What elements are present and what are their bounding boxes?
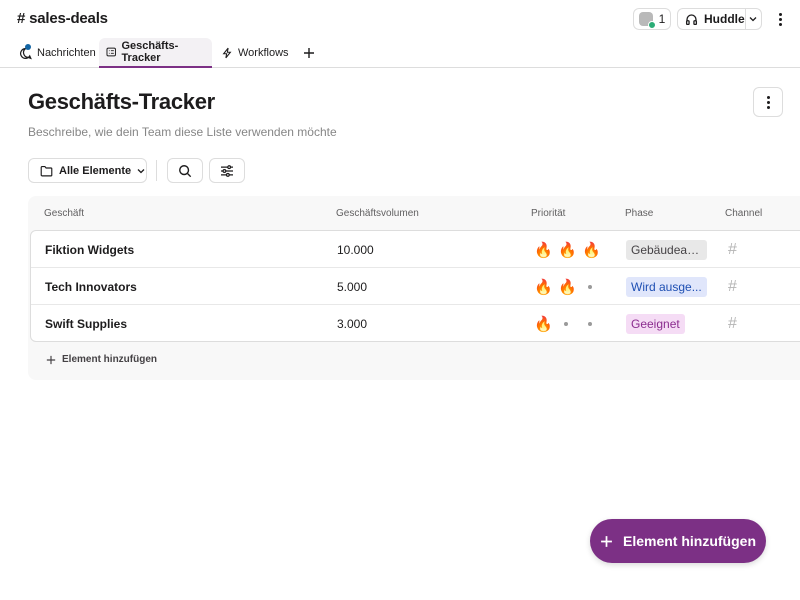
tab-workflows[interactable]: Workflows xyxy=(214,38,296,68)
deal-name[interactable]: Swift Supplies xyxy=(45,316,128,331)
flame-icon: 🔥 xyxy=(534,278,553,296)
top-bar: # sales-deals 1 Huddle xyxy=(0,0,800,38)
phase-badge: Geeignet xyxy=(626,313,685,334)
list-description[interactable]: Beschreibe, wie dein Team diese Liste ve… xyxy=(28,125,337,139)
flame-icon: 🔥 xyxy=(558,278,577,296)
huddle-options-button[interactable] xyxy=(746,9,761,29)
tab-label: Workflows xyxy=(238,47,289,59)
deal-volume[interactable]: 5.000 xyxy=(337,279,368,294)
channel-cell[interactable]: # xyxy=(728,314,737,332)
deal-name[interactable]: Tech Innovators xyxy=(45,279,137,294)
deal-name[interactable]: Fiktion Widgets xyxy=(45,242,135,257)
tab-messages[interactable]: Nachrichten xyxy=(12,38,103,68)
phase-badge: Wird ausge... xyxy=(626,276,707,297)
kebab-icon xyxy=(778,12,782,16)
member-count: 1 xyxy=(658,12,666,26)
deal-volume[interactable]: 10.000 xyxy=(337,242,374,257)
channel-tabs: Nachrichten Geschäfts-Tracker Workflows xyxy=(0,38,800,68)
headphones-icon xyxy=(685,13,698,25)
sliders-icon xyxy=(221,164,233,177)
phase-cell[interactable]: Wird ausge... xyxy=(626,268,707,305)
plus-icon xyxy=(304,48,314,58)
deal-volume[interactable]: 3.000 xyxy=(337,316,368,331)
deals-table: Geschäft Geschäftsvolumen Priorität Phas… xyxy=(28,196,800,380)
filter-settings-button[interactable] xyxy=(209,158,245,183)
plus-icon xyxy=(46,355,56,364)
notification-dot xyxy=(25,44,31,50)
column-header-phase[interactable]: Phase xyxy=(625,208,654,219)
table-row[interactable]: Tech Innovators 5.000 🔥 🔥 Wird ausge... # xyxy=(31,268,800,305)
table-row[interactable]: Swift Supplies 3.000 🔥 Geeignet # xyxy=(31,305,800,341)
flame-icon: 🔥 xyxy=(582,241,601,259)
avatar xyxy=(638,12,656,29)
lightning-icon xyxy=(222,47,232,59)
phase-cell[interactable]: Gebäudean... xyxy=(626,231,707,268)
empty-priority-dot xyxy=(558,321,574,326)
list-icon xyxy=(106,47,116,57)
phase-cell[interactable]: Geeignet xyxy=(626,305,685,341)
members-button[interactable]: 1 xyxy=(633,8,671,30)
folder-icon xyxy=(40,165,53,176)
channel-title[interactable]: # sales-deals xyxy=(17,10,108,27)
add-element-row-button[interactable]: Element hinzufügen xyxy=(46,354,157,365)
huddle-group: Huddle xyxy=(677,8,762,30)
toolbar-divider xyxy=(156,160,157,181)
message-icon xyxy=(20,47,32,59)
column-header-volume[interactable]: Geschäftsvolumen xyxy=(336,208,419,219)
column-header-channel[interactable]: Channel xyxy=(725,208,763,219)
tab-label: Geschäfts-Tracker xyxy=(121,40,179,64)
empty-priority-dot xyxy=(582,284,598,289)
chevron-down-icon xyxy=(137,168,145,173)
table-row[interactable]: Fiktion Widgets 10.000 🔥 🔥 🔥 Gebäudean... … xyxy=(31,231,800,268)
add-tab-button[interactable] xyxy=(296,38,322,68)
huddle-label: Huddle xyxy=(704,12,745,26)
add-element-fab[interactable]: Element hinzufügen xyxy=(590,519,766,563)
fab-label: Element hinzufügen xyxy=(623,533,756,549)
huddle-button[interactable]: Huddle xyxy=(678,9,746,29)
search-icon xyxy=(179,164,192,177)
phase-badge: Gebäudean... xyxy=(626,239,707,260)
flame-icon: 🔥 xyxy=(558,241,577,259)
tab-deal-tracker[interactable]: Geschäfts-Tracker xyxy=(99,38,212,68)
column-header-deal[interactable]: Geschäft xyxy=(44,208,85,219)
priority-rating[interactable]: 🔥 🔥 xyxy=(534,268,598,305)
priority-rating[interactable]: 🔥 🔥 🔥 xyxy=(534,231,601,268)
channel-cell[interactable]: # xyxy=(728,240,737,258)
page-title[interactable]: Geschäfts-Tracker xyxy=(28,89,215,114)
column-header-priority[interactable]: Priorität xyxy=(531,208,566,219)
list-options-button[interactable] xyxy=(753,87,783,117)
empty-priority-dot xyxy=(582,321,598,326)
add-element-label: Element hinzufügen xyxy=(62,354,157,365)
tab-label: Nachrichten xyxy=(37,47,96,59)
priority-rating[interactable]: 🔥 xyxy=(534,305,598,341)
flame-icon: 🔥 xyxy=(534,315,553,333)
kebab-icon xyxy=(766,95,770,99)
search-button[interactable] xyxy=(167,158,203,183)
chevron-down-icon xyxy=(749,17,757,22)
table-body: Fiktion Widgets 10.000 🔥 🔥 🔥 Gebäudean... … xyxy=(30,230,800,342)
view-filter-label: Alle Elemente xyxy=(59,164,132,177)
channel-cell[interactable]: # xyxy=(728,277,737,295)
view-filter-dropdown[interactable]: Alle Elemente xyxy=(28,158,147,183)
more-options-button[interactable] xyxy=(770,9,790,29)
plus-icon xyxy=(601,535,612,547)
flame-icon: 🔥 xyxy=(534,241,553,259)
